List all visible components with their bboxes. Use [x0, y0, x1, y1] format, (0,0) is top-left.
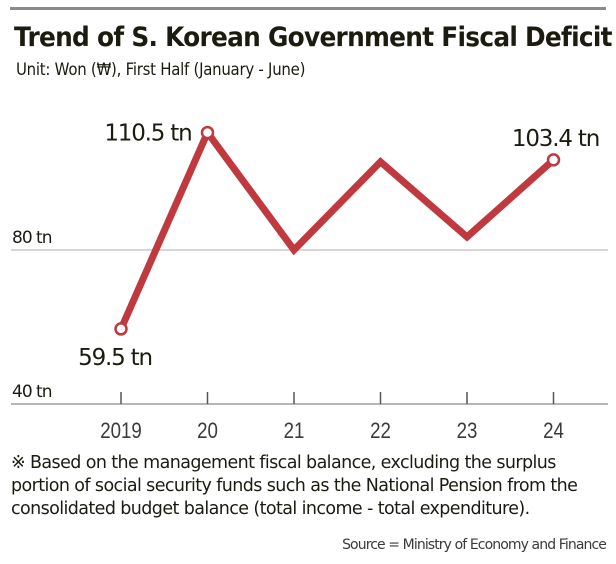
x-tick-label: 23 — [457, 420, 478, 444]
data-label: 110.5 tn — [104, 121, 191, 147]
data-point-marker — [546, 153, 561, 167]
data-label: 103.4 tn — [512, 126, 599, 152]
data-points — [114, 125, 561, 336]
y-tick-label: 40 tn — [12, 382, 52, 402]
chart-subtitle: Unit: Won (₩), First Half (January - Jun… — [16, 60, 306, 80]
data-labels: 59.5 tn 110.5 tn 103.4 tn — [78, 121, 600, 371]
source-credit: Source = Ministry of Economy and Finance — [342, 537, 607, 553]
x-tick-label: 22 — [370, 420, 391, 444]
gridlines: 40 tn 80 tn — [11, 228, 608, 405]
y-tick-label: 80 tn — [12, 228, 52, 248]
data-point-marker — [114, 322, 128, 336]
footnote: ※ Based on the management fiscal balance… — [11, 453, 578, 519]
x-tick-label: 2019 — [100, 420, 142, 444]
series-line-fiscal-deficit-tn-won- — [117, 125, 557, 333]
series-line — [117, 125, 557, 333]
x-axis: 2019 20 21 22 23 24 — [100, 392, 564, 443]
data-point-marker — [200, 125, 215, 140]
x-tick-label: 21 — [284, 420, 305, 444]
x-tick-label: 24 — [543, 420, 564, 444]
x-tick-label: 20 — [197, 420, 218, 444]
top-rule — [10, 7, 606, 10]
chart-title: Trend of S. Korean Government Fiscal Def… — [14, 22, 613, 53]
line-chart: 40 tn 80 tn 2019 20 21 22 23 24 59.5 tn 110.5 t… — [11, 121, 608, 443]
data-label: 59.5 tn — [78, 345, 152, 371]
